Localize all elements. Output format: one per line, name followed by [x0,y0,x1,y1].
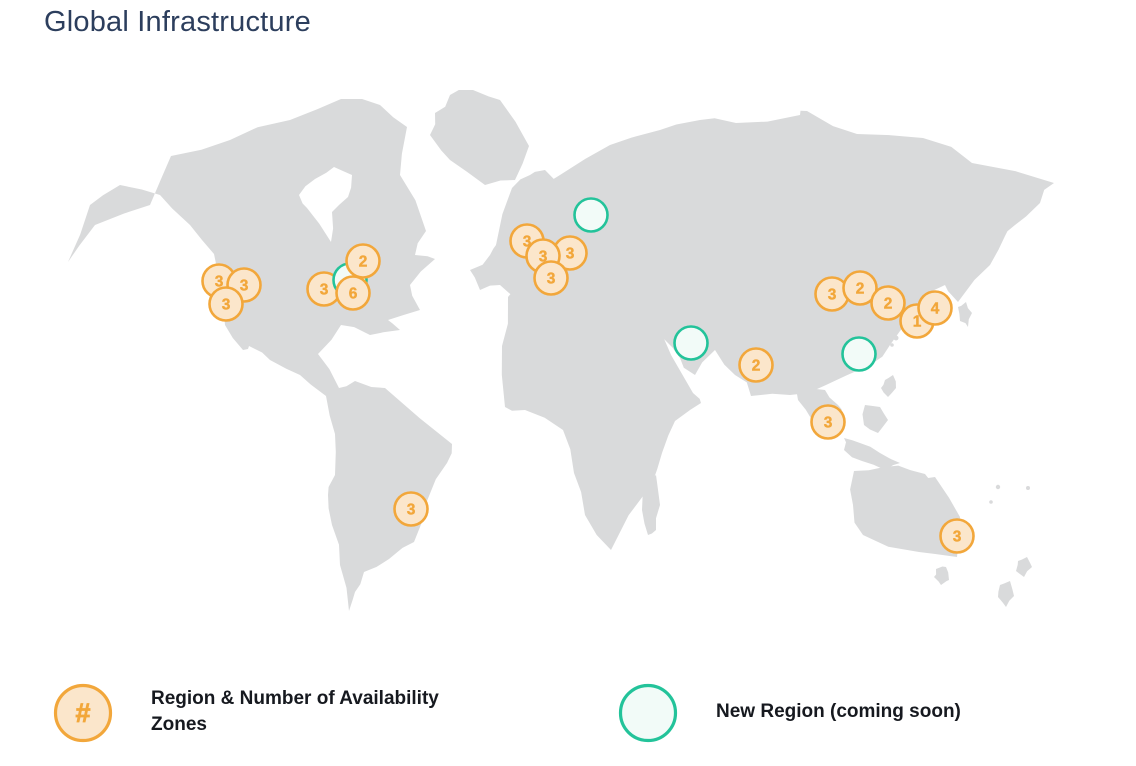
svg-text:3: 3 [824,415,833,432]
svg-text:#: # [75,698,90,728]
svg-text:2: 2 [752,358,761,375]
svg-text:4: 4 [931,301,940,318]
svg-text:3: 3 [320,282,329,299]
svg-text:6: 6 [349,286,358,303]
svg-text:3: 3 [566,246,575,263]
svg-text:3: 3 [407,502,416,519]
svg-text:3: 3 [828,287,837,304]
svg-text:2: 2 [884,296,893,313]
svg-text:2: 2 [856,281,865,298]
svg-text:3: 3 [222,297,231,314]
svg-text:3: 3 [240,278,249,295]
svg-text:3: 3 [547,271,556,288]
svg-text:3: 3 [953,529,962,546]
svg-text:2: 2 [359,254,368,271]
